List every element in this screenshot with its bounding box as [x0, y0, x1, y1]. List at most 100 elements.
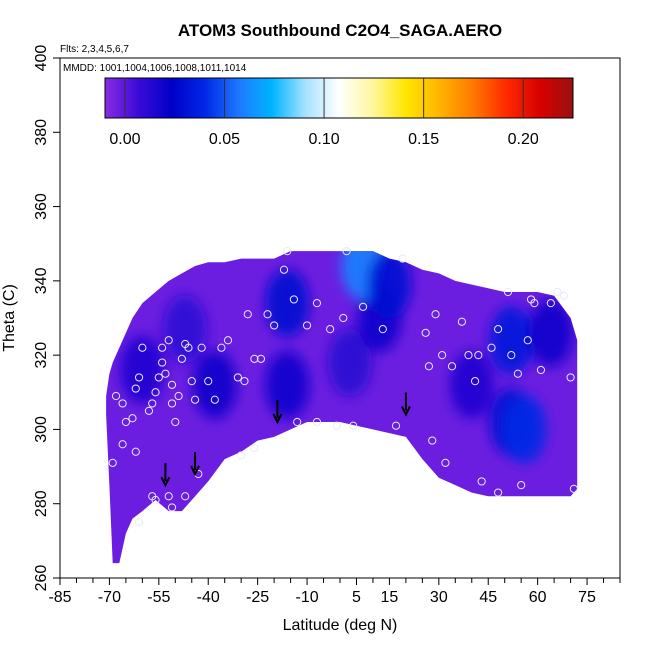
sample-point — [184, 343, 193, 352]
heatmap-blob — [120, 336, 165, 404]
x-tick-label: -85 — [48, 589, 71, 606]
sample-point — [118, 440, 127, 449]
y-tick-label: 280 — [33, 490, 50, 517]
sample-point — [289, 295, 298, 304]
colorbar-ticks: 0.00 0.05 0.10 0.15 0.20 — [109, 78, 539, 148]
colorbar-tick-label: 0.15 — [408, 131, 439, 148]
sample-point — [151, 495, 160, 505]
colorbar-bar — [104, 77, 574, 119]
sample-point — [293, 417, 302, 427]
dates-note: MMDD: 1001,1004,1006,1008,1011,1014 — [63, 63, 247, 74]
sample-point — [559, 291, 569, 300]
sample-point — [494, 325, 503, 334]
sample-point — [332, 421, 341, 430]
sample-point — [210, 395, 219, 404]
x-tick-label: 5 — [352, 589, 361, 606]
heatmap-blob — [528, 298, 573, 367]
sample-point — [536, 365, 546, 375]
sample-point — [118, 399, 127, 408]
sample-point — [131, 447, 140, 456]
y-tick-label: 400 — [33, 45, 50, 72]
sample-point — [237, 451, 246, 460]
colorbar-tick-label: 0.05 — [209, 131, 240, 148]
colorbar-tick-label: 0.10 — [308, 131, 339, 148]
sample-point — [553, 287, 562, 297]
sample-point — [128, 414, 137, 423]
colorbar: 0.00 0.05 0.10 0.15 0.20 — [104, 77, 574, 148]
heatmap-blob — [327, 328, 372, 397]
sample-point — [378, 325, 387, 334]
sample-point — [398, 254, 407, 263]
sample-point — [517, 481, 526, 490]
flights-note: Flts: 2,3,4,5,6,7 — [60, 44, 129, 55]
sample-point — [233, 373, 242, 382]
sample-point — [121, 417, 130, 427]
sample-point — [428, 436, 437, 445]
sample-point — [447, 362, 457, 371]
sample-points — [108, 247, 578, 527]
sample-point — [507, 351, 516, 360]
sample-point — [108, 458, 117, 467]
heatmap-blob — [449, 350, 494, 419]
sample-point — [464, 351, 473, 360]
colorbar-tick-label: 0.20 — [508, 131, 539, 148]
sample-point — [164, 492, 173, 501]
flight-arrow — [400, 392, 411, 417]
sample-point — [161, 369, 170, 378]
sample-point — [530, 299, 539, 308]
sample-point — [477, 477, 486, 486]
sample-point — [503, 287, 513, 297]
sample-point — [217, 343, 226, 352]
sample-point — [312, 417, 322, 427]
x-tick-label: -40 — [197, 589, 220, 606]
x-axis: -85 -70 -55 -40 -25 -10 5 15 30 45 60 75 — [48, 578, 621, 606]
sample-point — [167, 503, 177, 512]
sample-point — [111, 391, 121, 401]
y-axis-label: Theta (C) — [1, 284, 18, 352]
x-tick-label: -25 — [246, 589, 269, 606]
sample-point — [134, 518, 144, 527]
sample-point — [494, 488, 503, 497]
colorbar-tick-label: 0.00 — [109, 131, 140, 148]
sample-point — [181, 492, 190, 501]
sample-point — [171, 417, 180, 427]
y-tick-label: 260 — [33, 565, 50, 592]
heatmap-blob — [265, 269, 310, 338]
sample-point — [566, 373, 575, 382]
sample-point — [151, 388, 160, 397]
heatmap-blob — [163, 295, 208, 364]
x-tick-label: -70 — [98, 589, 121, 606]
sample-point — [279, 265, 289, 274]
sample-point — [283, 247, 292, 256]
x-tick-label: 60 — [529, 589, 547, 606]
field-layer — [106, 247, 578, 564]
sample-point — [438, 351, 447, 360]
sample-point — [256, 354, 266, 363]
heatmap-blob — [367, 251, 412, 319]
flight-arrows — [160, 392, 411, 488]
sample-point — [312, 299, 322, 308]
sample-point — [250, 354, 259, 363]
sample-point — [158, 358, 167, 367]
sample-point — [177, 354, 186, 363]
sample-point — [167, 399, 177, 408]
sample-point — [243, 310, 252, 319]
sample-point — [569, 484, 578, 493]
sample-point — [457, 317, 466, 326]
sample-point — [154, 373, 163, 382]
sample-point — [148, 399, 157, 408]
sample-point — [513, 369, 522, 378]
sample-point — [190, 395, 200, 404]
sample-point — [470, 377, 480, 386]
x-tick-label: 45 — [479, 589, 497, 606]
sample-point — [138, 343, 147, 352]
sample-point — [421, 328, 430, 337]
sample-point — [144, 406, 154, 415]
x-tick-label: 15 — [381, 589, 399, 606]
y-axis: 260 280 300 320 340 360 380 400 — [33, 45, 60, 592]
sample-point — [187, 377, 196, 386]
heatmap-blob — [502, 395, 547, 464]
x-tick-label: -55 — [147, 589, 170, 606]
sample-point — [270, 321, 279, 330]
